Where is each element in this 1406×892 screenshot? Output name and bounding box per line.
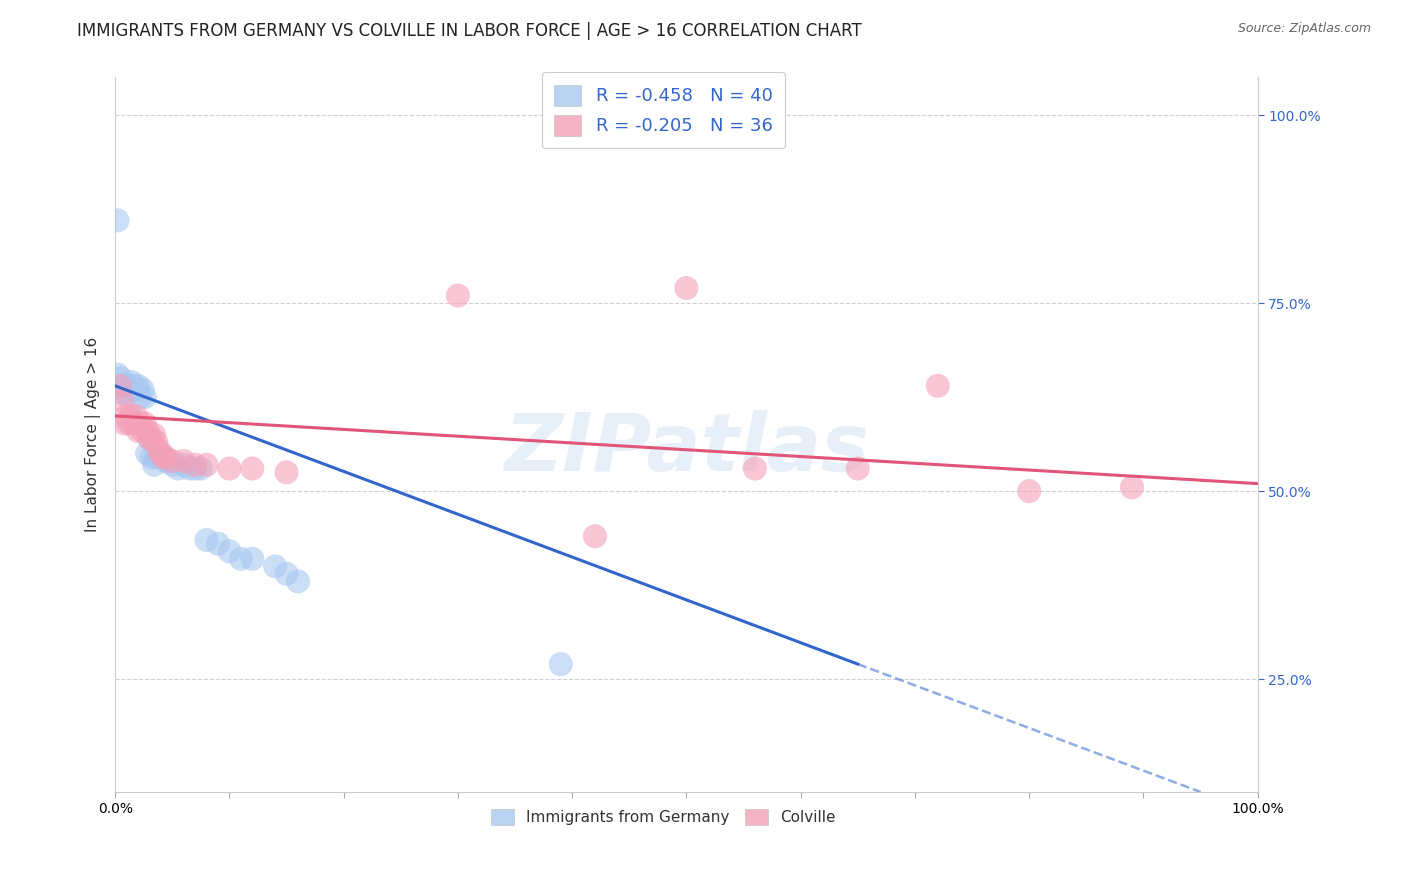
- Point: [108, 379, 131, 393]
- Text: IMMIGRANTS FROM GERMANY VS COLVILLE IN LABOR FORCE | AGE > 16 CORRELATION CHART: IMMIGRANTS FROM GERMANY VS COLVILLE IN L…: [77, 22, 862, 40]
- Point: [195, 533, 218, 547]
- Point: [120, 375, 142, 389]
- Point: [155, 450, 177, 465]
- Point: [118, 417, 141, 431]
- Point: [112, 417, 135, 431]
- Point: [125, 409, 148, 423]
- Point: [122, 417, 145, 431]
- Point: [129, 390, 152, 404]
- Point: [173, 454, 195, 468]
- Point: [149, 446, 172, 460]
- Point: [112, 379, 135, 393]
- Point: [156, 454, 179, 468]
- Point: [152, 450, 174, 465]
- Text: ZIPatlas: ZIPatlas: [503, 410, 869, 488]
- Point: [107, 368, 129, 382]
- Point: [583, 529, 606, 543]
- Point: [148, 442, 170, 457]
- Point: [1018, 484, 1040, 499]
- Point: [218, 544, 240, 558]
- Point: [122, 379, 145, 393]
- Point: [107, 213, 129, 227]
- Point: [447, 288, 470, 302]
- Point: [136, 446, 159, 460]
- Point: [184, 461, 207, 475]
- Point: [240, 461, 263, 475]
- Point: [127, 424, 149, 438]
- Point: [927, 379, 949, 393]
- Point: [115, 409, 138, 423]
- Point: [190, 461, 212, 475]
- Point: [129, 417, 152, 431]
- Point: [125, 383, 148, 397]
- Point: [229, 551, 252, 566]
- Point: [240, 551, 263, 566]
- Point: [131, 424, 153, 438]
- Legend: Immigrants from Germany, Colville: Immigrants from Germany, Colville: [482, 800, 845, 834]
- Point: [143, 458, 166, 472]
- Point: [127, 379, 149, 393]
- Point: [111, 386, 134, 401]
- Point: [118, 379, 141, 393]
- Point: [141, 432, 163, 446]
- Point: [195, 458, 218, 472]
- Point: [846, 461, 869, 475]
- Point: [108, 379, 131, 393]
- Point: [675, 281, 697, 295]
- Point: [184, 458, 207, 472]
- Point: [287, 574, 309, 589]
- Point: [264, 559, 287, 574]
- Point: [173, 458, 195, 472]
- Point: [276, 566, 298, 581]
- Point: [111, 393, 134, 408]
- Point: [143, 427, 166, 442]
- Point: [276, 465, 298, 479]
- Point: [138, 432, 160, 446]
- Point: [141, 450, 163, 465]
- Point: [134, 390, 156, 404]
- Point: [167, 461, 190, 475]
- Point: [115, 386, 138, 401]
- Point: [148, 450, 170, 465]
- Point: [155, 454, 177, 468]
- Text: Source: ZipAtlas.com: Source: ZipAtlas.com: [1237, 22, 1371, 36]
- Point: [145, 435, 167, 450]
- Point: [136, 424, 159, 438]
- Point: [162, 458, 184, 472]
- Point: [134, 417, 156, 431]
- Point: [162, 454, 184, 468]
- Point: [179, 461, 201, 475]
- Point: [207, 537, 229, 551]
- Point: [120, 409, 142, 423]
- Point: [110, 371, 132, 385]
- Point: [1121, 480, 1143, 494]
- Point: [744, 461, 766, 475]
- Point: [138, 432, 160, 446]
- Point: [152, 450, 174, 465]
- Point: [131, 383, 153, 397]
- Point: [218, 461, 240, 475]
- Point: [145, 450, 167, 465]
- Point: [550, 657, 572, 672]
- Point: [149, 450, 172, 465]
- Y-axis label: In Labor Force | Age > 16: In Labor Force | Age > 16: [86, 337, 101, 533]
